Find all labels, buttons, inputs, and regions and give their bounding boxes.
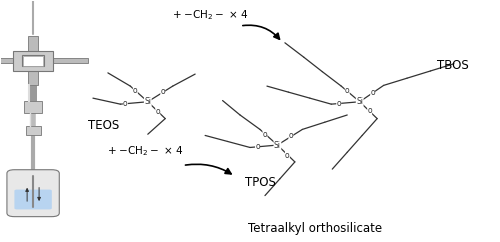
FancyBboxPatch shape <box>53 58 88 63</box>
Text: o: o <box>285 151 290 160</box>
Text: TBOS: TBOS <box>437 59 468 72</box>
Text: o: o <box>255 143 260 151</box>
FancyBboxPatch shape <box>7 170 60 217</box>
Text: o: o <box>370 88 375 97</box>
FancyBboxPatch shape <box>28 71 38 85</box>
Text: o: o <box>156 107 160 116</box>
FancyBboxPatch shape <box>0 58 13 63</box>
Text: o: o <box>123 99 128 108</box>
Text: o: o <box>345 86 350 95</box>
Text: + $-\mathregular{CH_2}-$ $\times$ 4: + $-\mathregular{CH_2}-$ $\times$ 4 <box>172 8 248 22</box>
Text: + $-\mathregular{CH_2}-$ $\times$ 4: + $-\mathregular{CH_2}-$ $\times$ 4 <box>107 144 184 158</box>
Text: Si: Si <box>144 97 152 106</box>
FancyBboxPatch shape <box>23 56 43 66</box>
Text: Si: Si <box>356 97 363 106</box>
FancyBboxPatch shape <box>24 100 42 113</box>
FancyBboxPatch shape <box>22 55 44 66</box>
Text: TEOS: TEOS <box>88 119 119 132</box>
Text: o: o <box>262 130 268 139</box>
Text: TPOS: TPOS <box>245 176 276 189</box>
Text: o: o <box>160 87 165 96</box>
FancyBboxPatch shape <box>28 36 38 51</box>
FancyBboxPatch shape <box>14 189 52 209</box>
Text: o: o <box>336 99 341 108</box>
Text: o: o <box>288 131 293 140</box>
Text: Tetraalkyl orthosilicate: Tetraalkyl orthosilicate <box>248 222 382 234</box>
Text: o: o <box>368 106 372 115</box>
FancyBboxPatch shape <box>13 51 53 71</box>
FancyBboxPatch shape <box>26 126 40 136</box>
Text: Si: Si <box>274 141 281 150</box>
Text: o: o <box>133 86 138 95</box>
